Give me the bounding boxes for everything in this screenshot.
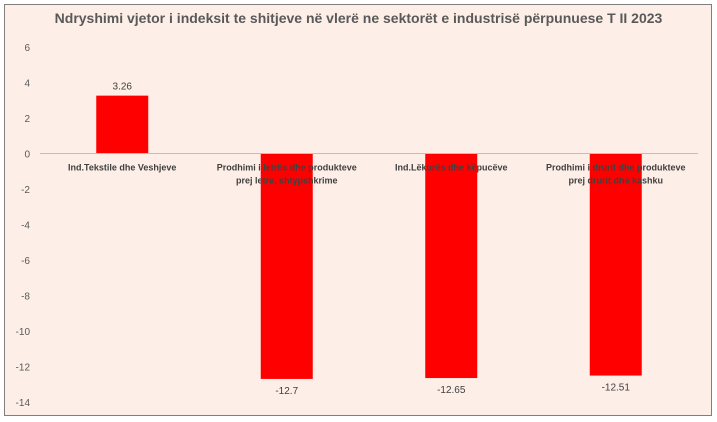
data-label: -12.7 — [275, 386, 298, 397]
category-label: Ind.Lëkurës dhe këpucëve — [395, 163, 508, 173]
data-label: -12.51 — [602, 383, 631, 394]
y-tick-label: -14 — [16, 398, 31, 409]
data-label: 3.26 — [113, 82, 133, 93]
bar — [589, 153, 642, 376]
category-label: prej letre, shtypshkrime — [236, 176, 338, 186]
bar — [425, 153, 478, 379]
y-tick-label: -10 — [16, 327, 31, 338]
data-label: -12.65 — [437, 385, 466, 396]
y-tick-label: 4 — [24, 79, 30, 90]
category-label: Prodhimi i letrës dhe produkteve — [217, 163, 357, 173]
y-tick-label: -2 — [21, 185, 30, 196]
y-tick-label: -12 — [16, 363, 31, 374]
y-tick-label: 0 — [24, 150, 30, 161]
bar — [260, 153, 313, 379]
category-label: prej drurit dhe kashku — [568, 176, 663, 186]
chart-title: Ndryshimi vjetor i indeksit te shitjeve … — [54, 10, 663, 26]
category-label: Ind.Tekstile dhe Veshjeve — [68, 163, 176, 173]
y-tick-label: -8 — [21, 292, 30, 303]
y-tick-label: -4 — [21, 221, 30, 232]
y-tick-label: 2 — [24, 114, 30, 125]
bar — [96, 95, 149, 154]
y-tick-label: 6 — [24, 43, 30, 54]
y-tick-label: -6 — [21, 256, 30, 267]
category-label: Prodhimi i drurit dhe produkteve — [546, 163, 686, 173]
